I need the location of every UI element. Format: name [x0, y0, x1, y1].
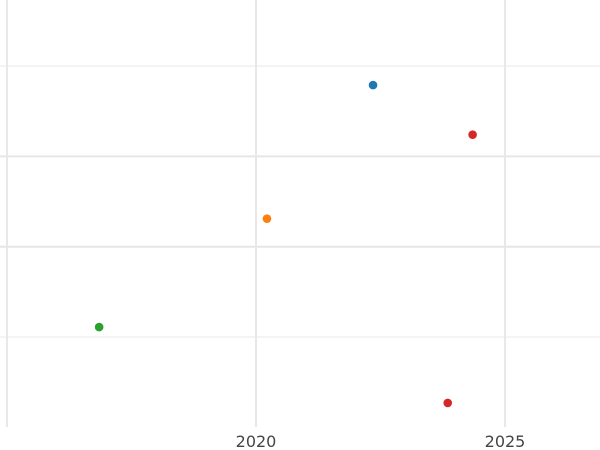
data-point	[262, 214, 272, 224]
data-point	[368, 80, 378, 90]
data-points	[94, 80, 477, 408]
x-tick-label: 2020	[236, 432, 277, 450]
data-point	[94, 322, 104, 332]
x-tick-labels: 2020 2025	[236, 432, 526, 450]
data-point	[468, 130, 477, 140]
data-point	[443, 398, 453, 408]
x-tick-label: 2025	[485, 432, 526, 450]
gridlines	[0, 0, 600, 427]
